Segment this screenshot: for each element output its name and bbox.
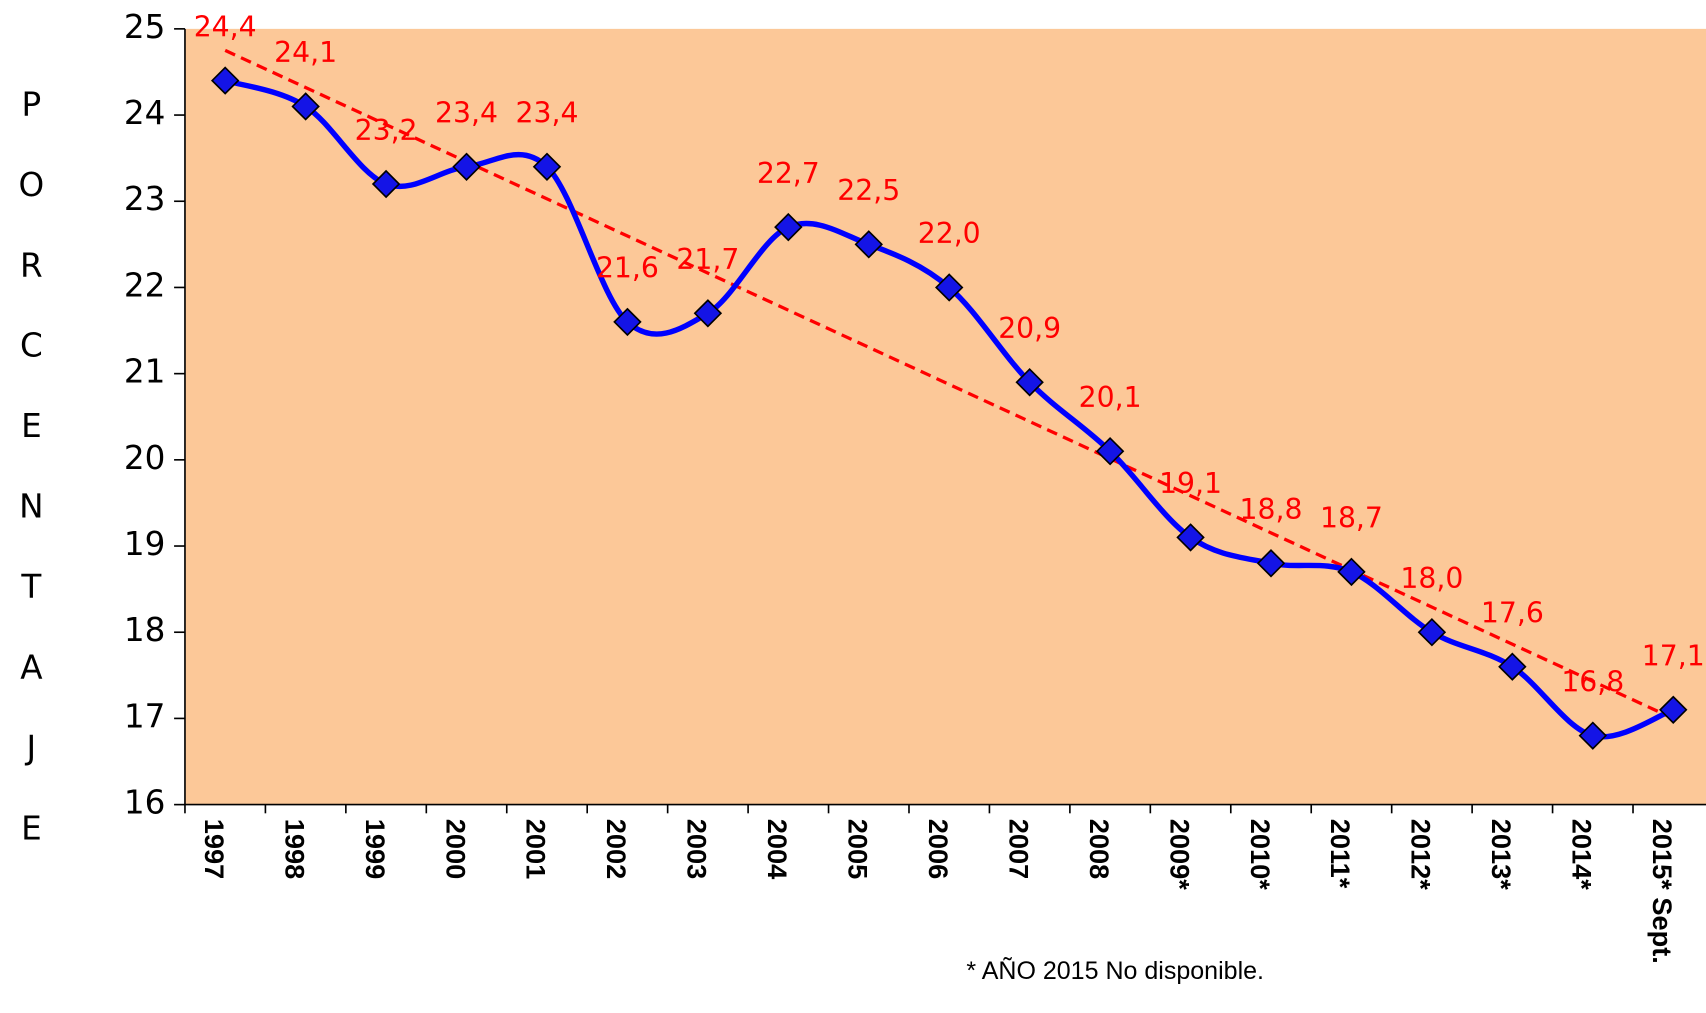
point-marker — [854, 230, 883, 259]
point-marker — [1417, 618, 1447, 647]
x-tick-label: 2007 — [1003, 819, 1034, 879]
point-marker — [210, 66, 240, 95]
y-tick-label: 22 — [124, 266, 166, 304]
y-tick-label: 23 — [124, 180, 166, 218]
data-label: 22,0 — [918, 217, 981, 250]
data-label: 17,1 — [1642, 640, 1705, 673]
data-label: 23,4 — [516, 97, 579, 130]
point-marker — [613, 307, 642, 337]
point-marker — [291, 92, 320, 121]
point-marker — [1095, 437, 1125, 466]
point-marker — [774, 212, 803, 242]
point-marker — [1256, 549, 1286, 578]
x-tick-label: 2003 — [682, 819, 713, 879]
data-label: 24,4 — [194, 10, 257, 43]
point-marker — [1578, 721, 1608, 750]
x-tick-label: 2004 — [762, 819, 793, 879]
y-axis-title: PORCENTAJE — [12, 85, 50, 889]
data-label: 20,9 — [998, 312, 1061, 345]
point-marker — [1498, 652, 1527, 681]
y-tick-label: 25 — [124, 8, 166, 46]
y-tick-label: 18 — [124, 611, 166, 649]
data-label: 21,6 — [596, 252, 659, 285]
data-label: 23,4 — [435, 97, 498, 130]
point-marker — [532, 152, 562, 181]
data-label: 22,5 — [837, 174, 900, 207]
x-tick-label: 1997 — [199, 819, 230, 879]
point-marker — [1337, 557, 1366, 587]
data-label: 20,1 — [1079, 381, 1142, 414]
x-tick-label: 2015* Sept. — [1647, 819, 1678, 964]
x-tick-label: 2013* — [1486, 819, 1517, 890]
x-tick-label: 2012* — [1406, 819, 1437, 890]
data-label: 18,0 — [1400, 562, 1463, 595]
x-tick-label: 2005 — [843, 819, 874, 879]
data-label: 16,8 — [1561, 665, 1624, 698]
x-tick-label: 1999 — [360, 819, 391, 879]
data-label: 17,6 — [1481, 596, 1544, 629]
x-tick-label: 2006 — [923, 819, 954, 879]
x-tick-label: 1998 — [279, 819, 310, 879]
data-label: 24,1 — [274, 36, 337, 69]
y-tick-label: 16 — [124, 784, 166, 822]
point-marker — [1659, 695, 1688, 725]
data-label: 18,7 — [1320, 502, 1383, 535]
x-tick-label: 2014* — [1567, 819, 1598, 890]
y-tick-label: 17 — [124, 697, 166, 735]
point-marker — [452, 152, 481, 181]
data-label: 22,7 — [757, 157, 820, 190]
x-tick-label: 2008 — [1084, 819, 1115, 879]
point-marker — [1176, 523, 1205, 552]
plot-area — [184, 28, 1706, 805]
data-label: 21,7 — [676, 243, 739, 276]
data-label: 19,1 — [1159, 467, 1222, 500]
point-marker — [371, 169, 401, 199]
y-tick-label: 21 — [124, 353, 166, 391]
y-tick-label: 20 — [124, 439, 166, 477]
x-tick-label: 2001 — [521, 819, 552, 879]
x-tick-label: 2010* — [1245, 819, 1276, 890]
x-tick-label: 2011* — [1325, 819, 1356, 889]
x-tick-label: 2009* — [1164, 819, 1195, 890]
x-tick-label: 2000 — [440, 819, 471, 879]
x-tick-label: 2002 — [601, 819, 632, 879]
footnote: * AÑO 2015 No disponible. — [966, 956, 1264, 985]
data-label: 18,8 — [1240, 493, 1303, 526]
y-tick-label: 19 — [124, 525, 166, 563]
data-label: 23,2 — [355, 114, 418, 147]
point-marker — [1015, 368, 1044, 397]
point-marker — [693, 299, 723, 328]
point-marker — [935, 273, 964, 302]
y-tick-label: 24 — [124, 94, 166, 132]
